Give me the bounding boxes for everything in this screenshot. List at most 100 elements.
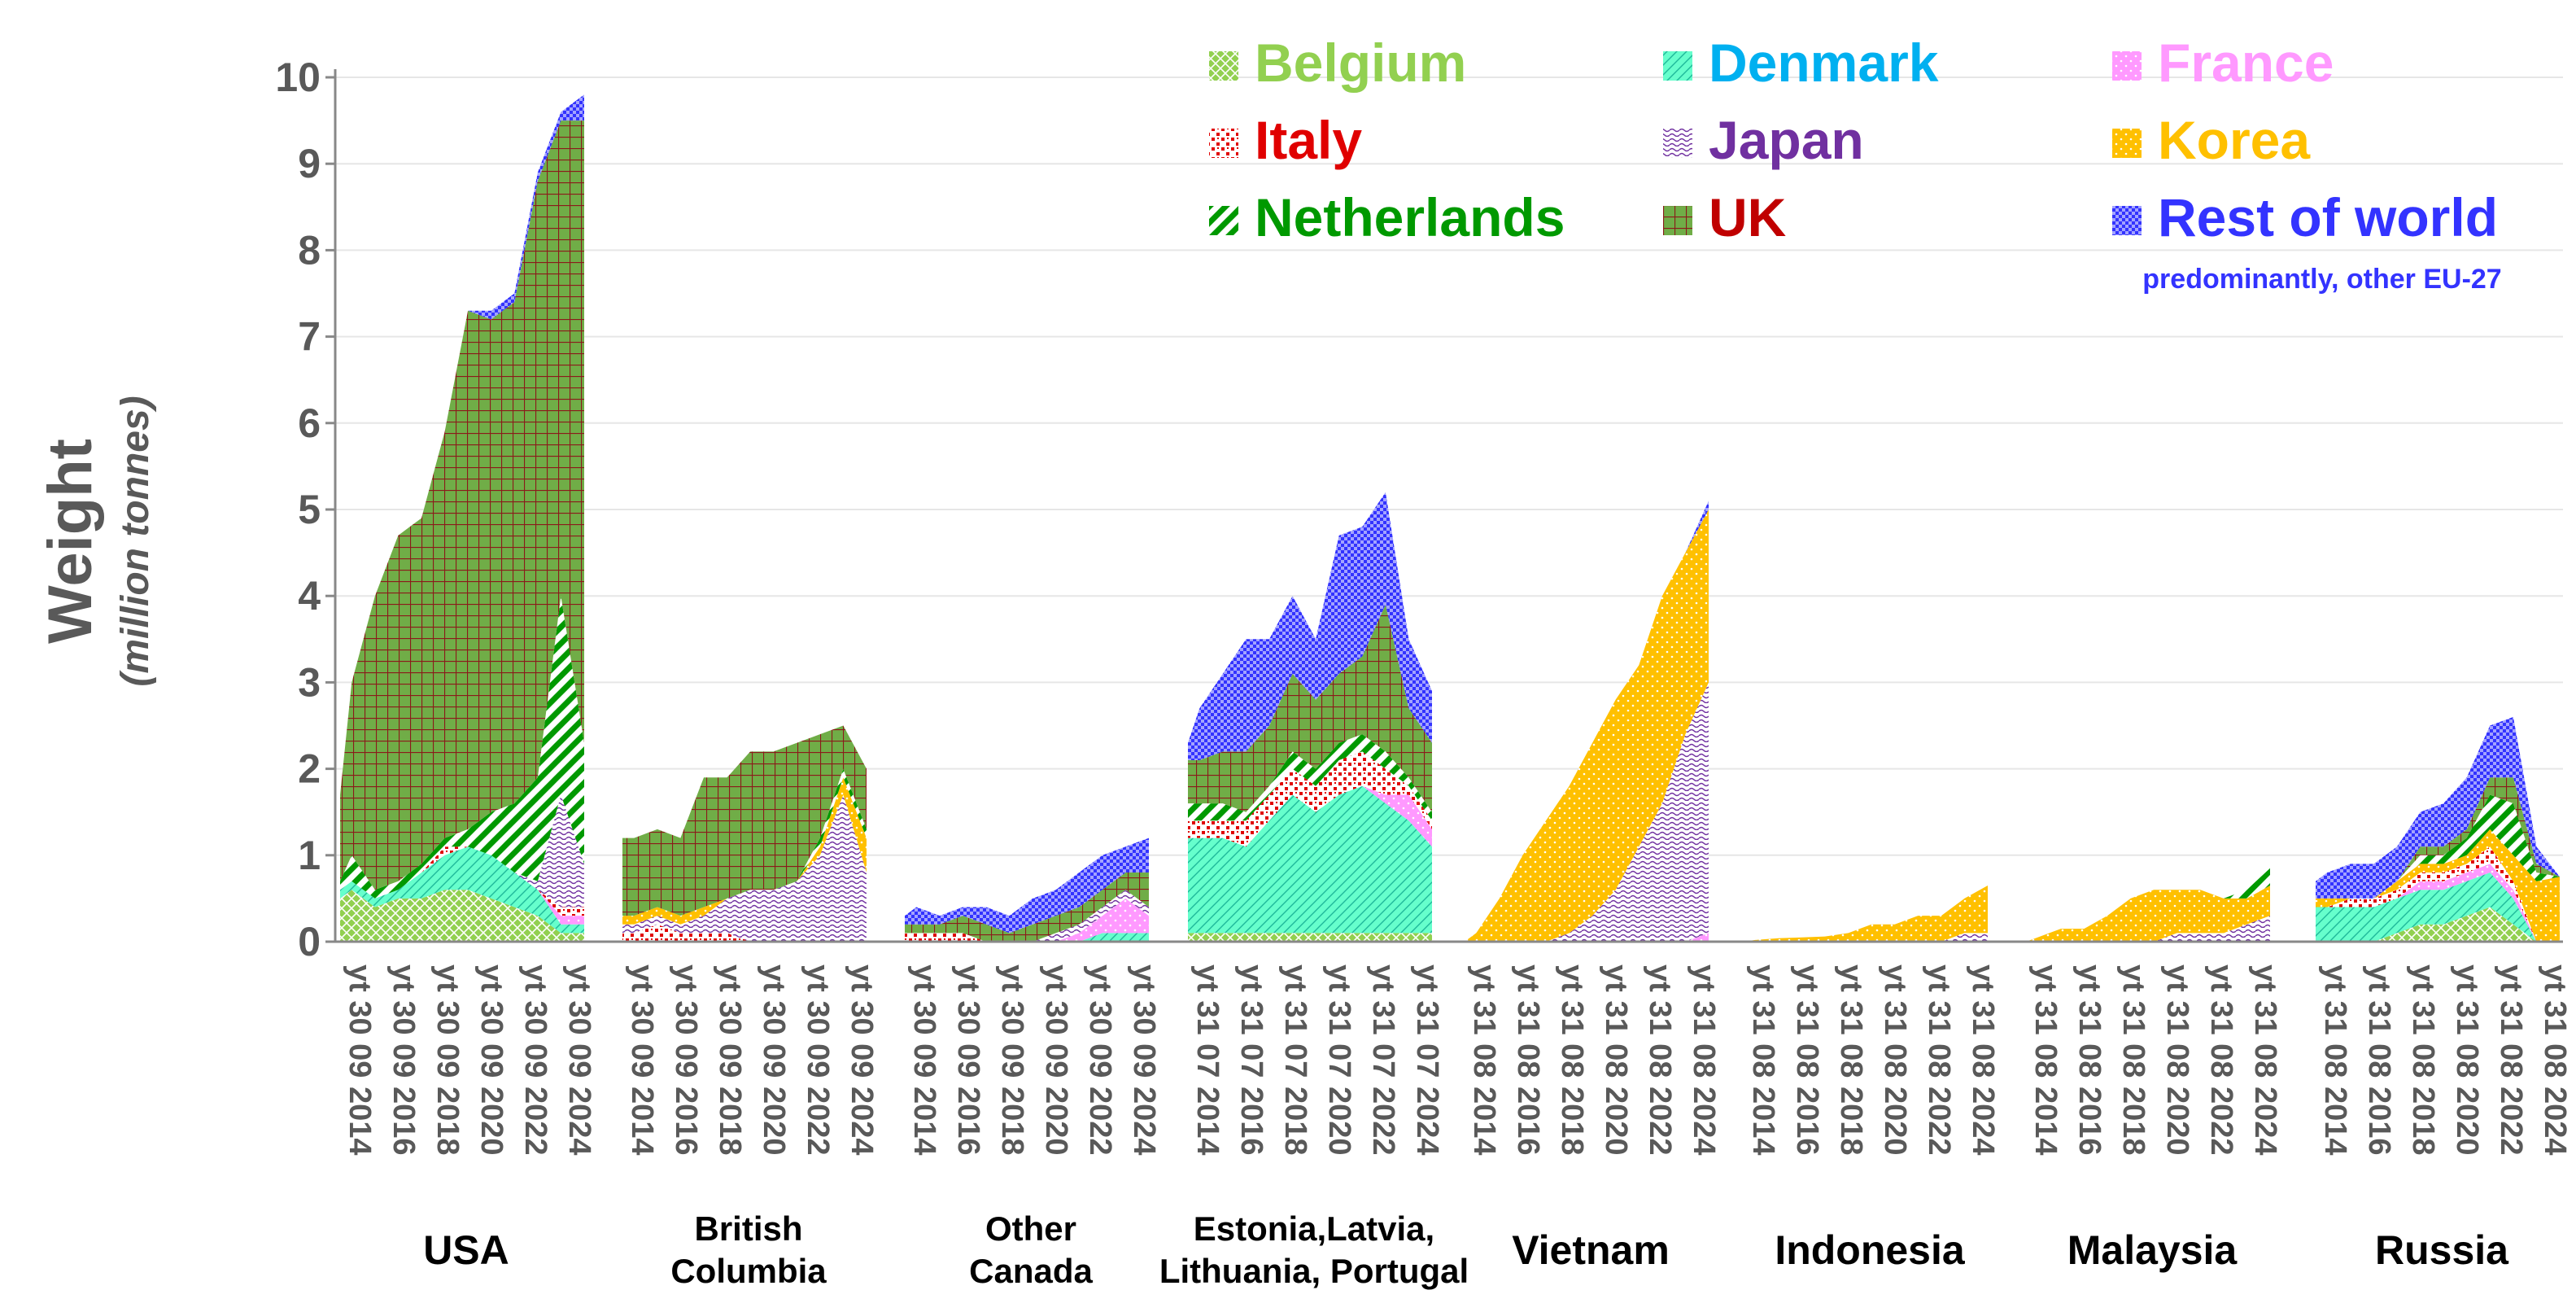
group-usa <box>340 94 584 942</box>
x-tick-label: yt 31 07 2022 <box>1366 964 1400 1156</box>
y-tick-label: 4 <box>298 573 321 619</box>
x-tick-label: yt 30 09 2016 <box>386 964 421 1156</box>
x-tick-label: yt 31 08 2020 <box>2450 964 2484 1156</box>
y-tick-label: 3 <box>298 659 321 705</box>
x-tick-label: yt 31 08 2024 <box>2248 964 2282 1156</box>
x-tick-label: yt 31 08 2020 <box>1878 964 1912 1156</box>
area-vietnam-japan <box>1465 682 1709 942</box>
x-tick-label: yt 30 09 2022 <box>1083 964 1117 1156</box>
x-tick-label: yt 31 08 2016 <box>1790 964 1824 1156</box>
legend-label: Italy <box>1255 110 1362 170</box>
y-tick-label: 8 <box>298 227 321 273</box>
y-tick-label: 5 <box>298 487 321 532</box>
y-tick-label: 1 <box>298 833 321 878</box>
area-other-canada-france <box>905 898 1149 942</box>
area-estonia-latvia-lithuania-portugal-netherlands <box>1188 734 1432 821</box>
legend-swatch <box>1663 51 1692 81</box>
area-estonia-latvia-lithuania-portugal-denmark <box>1188 785 1432 934</box>
x-tick-label: yt 31 08 2024 <box>1687 964 1721 1156</box>
legend-item-denmark: Denmark <box>1663 33 1939 93</box>
area-usa-belgium <box>340 890 584 942</box>
y-tick-labels: 0 1 2 3 4 5 6 7 8 9 10 <box>275 55 321 964</box>
legend-label: Rest of world <box>2158 187 2498 247</box>
legend-label: UK <box>1709 187 1787 247</box>
area-usa-uk <box>340 120 584 890</box>
y-tick-label: 0 <box>298 919 321 964</box>
x-tick-label: yt 31 08 2016 <box>1511 964 1545 1156</box>
area-other-canada-denmark <box>905 933 1149 942</box>
x-tick-label: yt 31 08 2018 <box>2116 964 2150 1156</box>
x-tick-label: yt 31 07 2024 <box>1410 964 1444 1156</box>
area-british-columbia-uk <box>622 725 867 916</box>
area-vietnam-korea <box>1465 509 1709 942</box>
area-usa-denmark <box>340 846 584 934</box>
area-malaysia-korea <box>2026 886 2270 942</box>
plot-areas <box>340 94 2560 942</box>
group-label: Russia <box>2375 1227 2509 1273</box>
x-tick-label: yt 31 08 2018 <box>2406 964 2440 1156</box>
area-other-canada-rest-of-world <box>905 837 1149 934</box>
y-tick-label: 2 <box>298 746 321 792</box>
group-other-canada <box>905 837 1149 942</box>
group-label: Malaysia <box>2067 1227 2238 1273</box>
legend-swatch <box>1663 129 1692 158</box>
x-tick-label: yt 30 09 2018 <box>995 964 1029 1156</box>
area-russia-rest-of-world <box>2316 716 2560 899</box>
gridlines <box>335 77 2563 856</box>
legend-label: Belgium <box>1255 33 1466 93</box>
area-usa-netherlands <box>340 596 584 899</box>
y-axis-label: Weight <box>36 439 105 644</box>
area-estonia-latvia-lithuania-portugal-rest-of-world <box>1188 492 1432 760</box>
x-tick-label: yt 31 08 2016 <box>2362 964 2396 1156</box>
area-other-canada-japan <box>905 890 1149 942</box>
x-tick-label: yt 30 09 2024 <box>562 964 596 1156</box>
x-tick-label: yt 30 09 2014 <box>625 964 659 1156</box>
legend-label: France <box>2158 33 2334 93</box>
x-tick-label: yt 31 08 2014 <box>2318 964 2352 1156</box>
area-malaysia-japan <box>2026 916 2270 942</box>
x-tick-label: yt 31 08 2014 <box>2028 964 2063 1156</box>
legend-note: predominantly, other EU-27 <box>2142 264 2501 295</box>
area-usa-france <box>340 846 584 925</box>
legend-item-korea: Korea <box>2112 110 2311 170</box>
legend-label: Netherlands <box>1255 187 1565 247</box>
x-tick-label: yt 30 09 2022 <box>801 964 835 1156</box>
legend: Belgium Denmark France Italy Japan Korea Nethe… <box>1209 33 2498 247</box>
x-tick-label: yt 31 08 2024 <box>2538 964 2572 1156</box>
y-tick-label: 10 <box>275 55 321 100</box>
area-russia-belgium <box>2316 907 2560 942</box>
x-tick-label: yt 30 09 2018 <box>713 964 747 1156</box>
legend-label: Korea <box>2158 110 2311 170</box>
x-tick-label: yt 30 09 2020 <box>474 964 509 1156</box>
legend-item-rest-of-world: Rest of world <box>2112 187 2498 247</box>
legend-item-belgium: Belgium <box>1209 33 1466 93</box>
legend-swatch <box>2112 129 2142 158</box>
legend-swatch <box>1663 206 1692 235</box>
x-tick-label: yt 31 08 2016 <box>2072 964 2107 1156</box>
x-tick-label: yt 30 09 2014 <box>343 964 377 1156</box>
area-estonia-latvia-lithuania-portugal-belgium <box>1188 933 1432 942</box>
area-estonia-latvia-lithuania-portugal-italy <box>1188 751 1432 847</box>
group-label: Other <box>985 1209 1076 1248</box>
legend-item-france: France <box>2112 33 2334 93</box>
group-label: Columbia <box>670 1252 827 1290</box>
x-tick-label: yt 30 09 2016 <box>951 964 985 1156</box>
group-vietnam <box>1465 501 1709 942</box>
legend-label: Japan <box>1709 110 1864 170</box>
x-tick-label: yt 31 08 2022 <box>1922 964 1956 1156</box>
area-russia-denmark <box>2316 872 2560 942</box>
x-tick-label: yt 30 09 2024 <box>1127 964 1161 1156</box>
group-label: Estonia,Latvia, <box>1194 1209 1434 1248</box>
x-tick-label: yt 31 07 2016 <box>1234 964 1268 1156</box>
x-tick-label: yt 31 08 2014 <box>1467 964 1501 1156</box>
group-label: Lithuania, Portugal <box>1159 1252 1469 1290</box>
area-usa-italy <box>340 846 584 916</box>
area-other-canada-uk <box>905 872 1149 942</box>
group-label: Vietnam <box>1512 1227 1670 1273</box>
group-label: British <box>694 1209 802 1248</box>
legend-item-uk: UK <box>1663 187 1787 247</box>
x-tick-label: yt 30 09 2016 <box>669 964 703 1156</box>
legend-swatch <box>1209 129 1238 158</box>
y-axis-sublabel: (million tonnes) <box>114 396 157 686</box>
